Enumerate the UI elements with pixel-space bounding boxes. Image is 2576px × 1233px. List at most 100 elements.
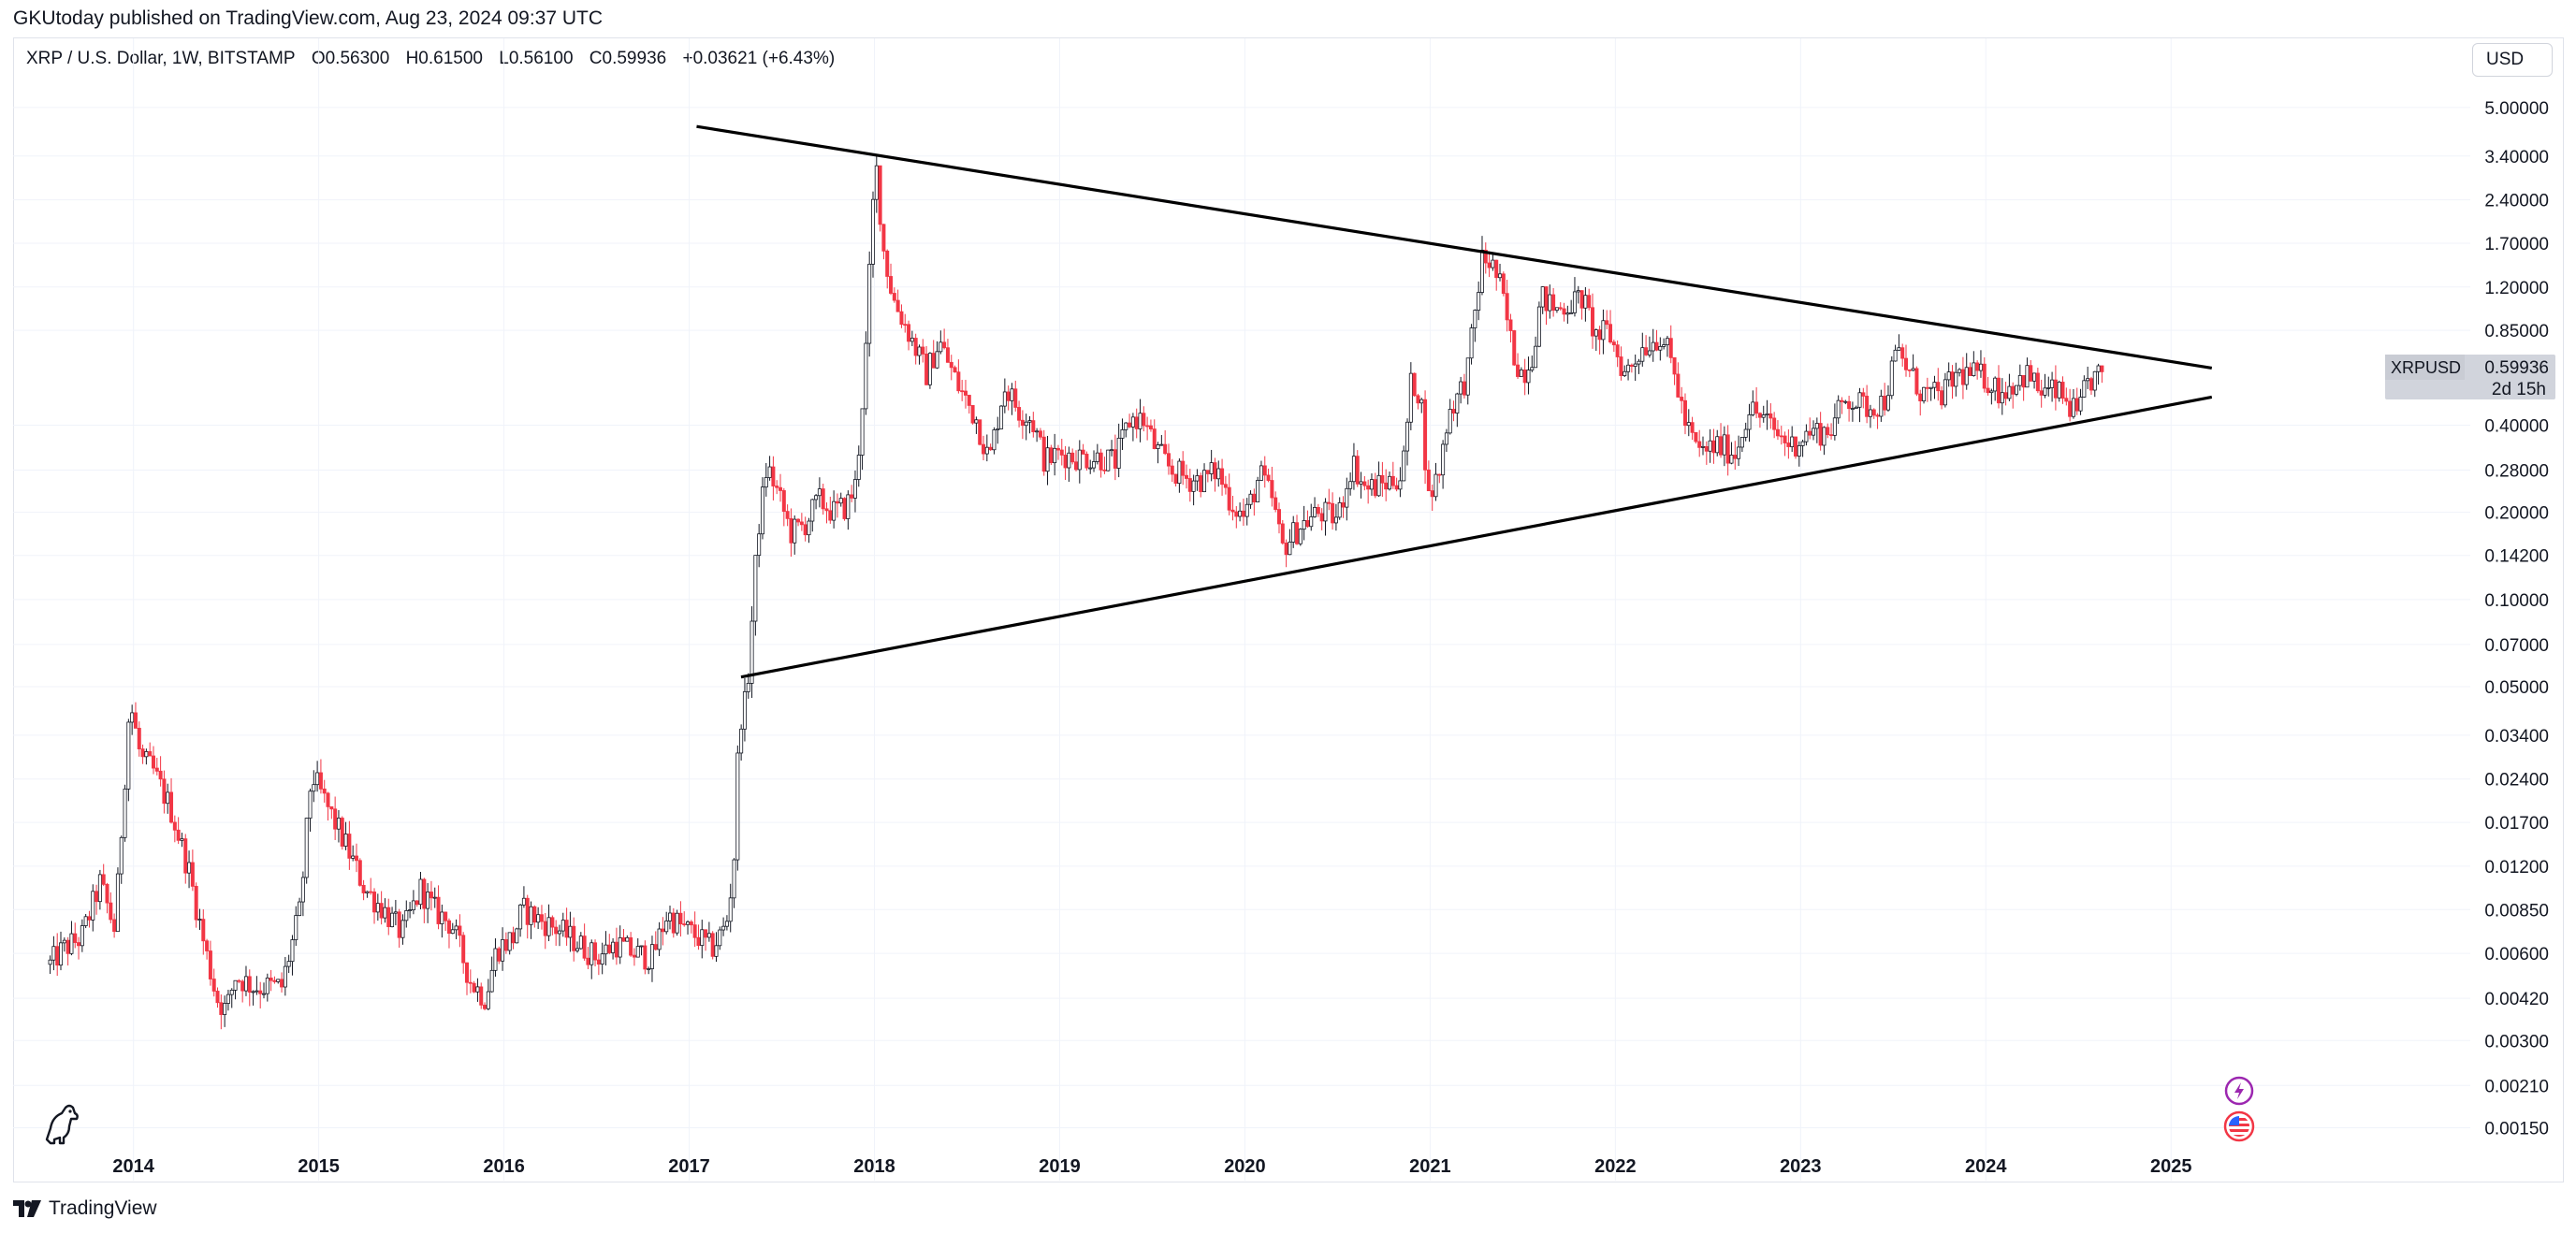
candle-body	[1280, 523, 1285, 544]
candle-body	[1790, 436, 1795, 447]
candle-body	[1191, 480, 1196, 492]
candle-body	[529, 906, 533, 925]
candle-body	[1088, 467, 1093, 470]
brand-name: TradingView	[49, 1197, 157, 1219]
candle-body	[1142, 413, 1146, 427]
candle-body	[1455, 393, 1460, 413]
candle-body	[109, 902, 113, 921]
candle-body	[889, 276, 894, 294]
candle-body	[1276, 509, 1281, 525]
candle-body	[1686, 422, 1691, 427]
candle-body	[77, 942, 81, 947]
candle-body	[426, 892, 430, 909]
candle-body	[1775, 428, 1780, 437]
time-tick-label: 2023	[1780, 1156, 1822, 1177]
candle-body	[450, 929, 455, 935]
candle-body	[1526, 370, 1531, 384]
candle-body	[671, 912, 676, 934]
candle-body	[689, 921, 693, 926]
ticker-label: XRPUSD	[2391, 358, 2461, 377]
candle-body	[1747, 413, 1752, 430]
candle-body	[501, 939, 505, 962]
candle-body	[1989, 390, 1994, 394]
time-tick-label: 2022	[1594, 1156, 1637, 1177]
candle-body	[59, 942, 64, 966]
candle-body	[375, 903, 380, 913]
candle-body	[1918, 393, 1923, 401]
candle-body	[949, 361, 953, 369]
candle-body	[1508, 319, 1513, 331]
candle-body	[1501, 273, 1506, 295]
candle-body	[593, 942, 598, 961]
candle-body	[283, 965, 287, 988]
currency-button[interactable]: USD	[2472, 43, 2553, 77]
candle-body	[1857, 392, 1862, 408]
candle-body	[1199, 475, 1203, 493]
candle-body	[635, 946, 640, 958]
candle-body	[2039, 390, 2044, 396]
candle-body	[1049, 447, 1054, 464]
candle-body	[1256, 480, 1260, 503]
candle-body	[643, 945, 648, 970]
candle-body	[596, 959, 601, 965]
candle-body	[1725, 434, 1730, 464]
candle-body	[172, 821, 177, 831]
symbol-name[interactable]: XRP / U.S. Dollar, 1W, BITSTAMP	[26, 49, 296, 68]
candle-body	[785, 511, 790, 519]
candle-body	[757, 533, 762, 557]
dino-icon[interactable]	[45, 1104, 79, 1145]
price-axis[interactable]: 5.00000 3.40000 2.40000 1.70000 1.20000 0.850…	[2484, 99, 2549, 1139]
candle-body	[1351, 456, 1356, 483]
candle-body	[126, 721, 131, 790]
price-tick-label: 0.07000	[2484, 636, 2549, 656]
lightning-icon[interactable]	[2224, 1076, 2254, 1106]
candle-body	[201, 919, 206, 942]
candle-body	[664, 921, 669, 933]
candle-body	[1847, 400, 1852, 410]
candle-body	[575, 948, 580, 951]
candle-body	[1814, 423, 1819, 429]
candle-body	[864, 342, 868, 410]
candle-body	[1073, 461, 1078, 471]
candle-body	[197, 919, 202, 921]
candle-body	[119, 836, 124, 875]
candle-body	[2003, 392, 2008, 399]
candle-body	[1262, 465, 1267, 476]
candle-body	[1209, 462, 1214, 474]
candle-body	[329, 805, 334, 810]
candle-body	[1020, 419, 1025, 427]
time-tick-label: 2017	[668, 1156, 710, 1177]
candle-body	[578, 936, 583, 950]
candle-body	[265, 977, 269, 994]
candle-body	[1654, 341, 1659, 351]
candle-body	[1487, 262, 1492, 268]
trendline[interactable]	[740, 395, 2213, 679]
candle-body	[215, 991, 220, 1004]
candle-body	[1465, 357, 1470, 396]
us-flag-icon[interactable]	[2223, 1110, 2255, 1142]
candle-body	[1519, 370, 1523, 377]
candle-body	[1605, 320, 1609, 326]
candle-body	[95, 891, 99, 903]
candle-body	[1102, 469, 1107, 471]
time-axis[interactable]: 2014 2015 2016 2017 2018 2019 2020 2021 2022 2023…	[112, 1156, 2191, 1177]
candle-body	[379, 903, 384, 919]
candle-body	[333, 808, 338, 830]
candle-body	[1925, 386, 1929, 389]
tradingview-brand[interactable]: TradingView	[13, 1197, 157, 1220]
time-tick-label: 2014	[112, 1156, 154, 1177]
candle-body	[2071, 398, 2075, 417]
trendline[interactable]	[696, 124, 2213, 370]
candle-body	[978, 419, 982, 445]
candle-body	[1757, 413, 1762, 418]
candle-body	[568, 925, 573, 938]
candle-body	[1682, 399, 1687, 427]
candle-body	[2000, 392, 2004, 404]
candle-body	[223, 1003, 227, 1015]
open-value: O0.56300	[311, 49, 390, 68]
candle-body	[984, 446, 989, 455]
candle-body	[479, 986, 484, 1006]
trendlines[interactable]	[696, 124, 2213, 679]
candle-body	[1826, 427, 1830, 436]
